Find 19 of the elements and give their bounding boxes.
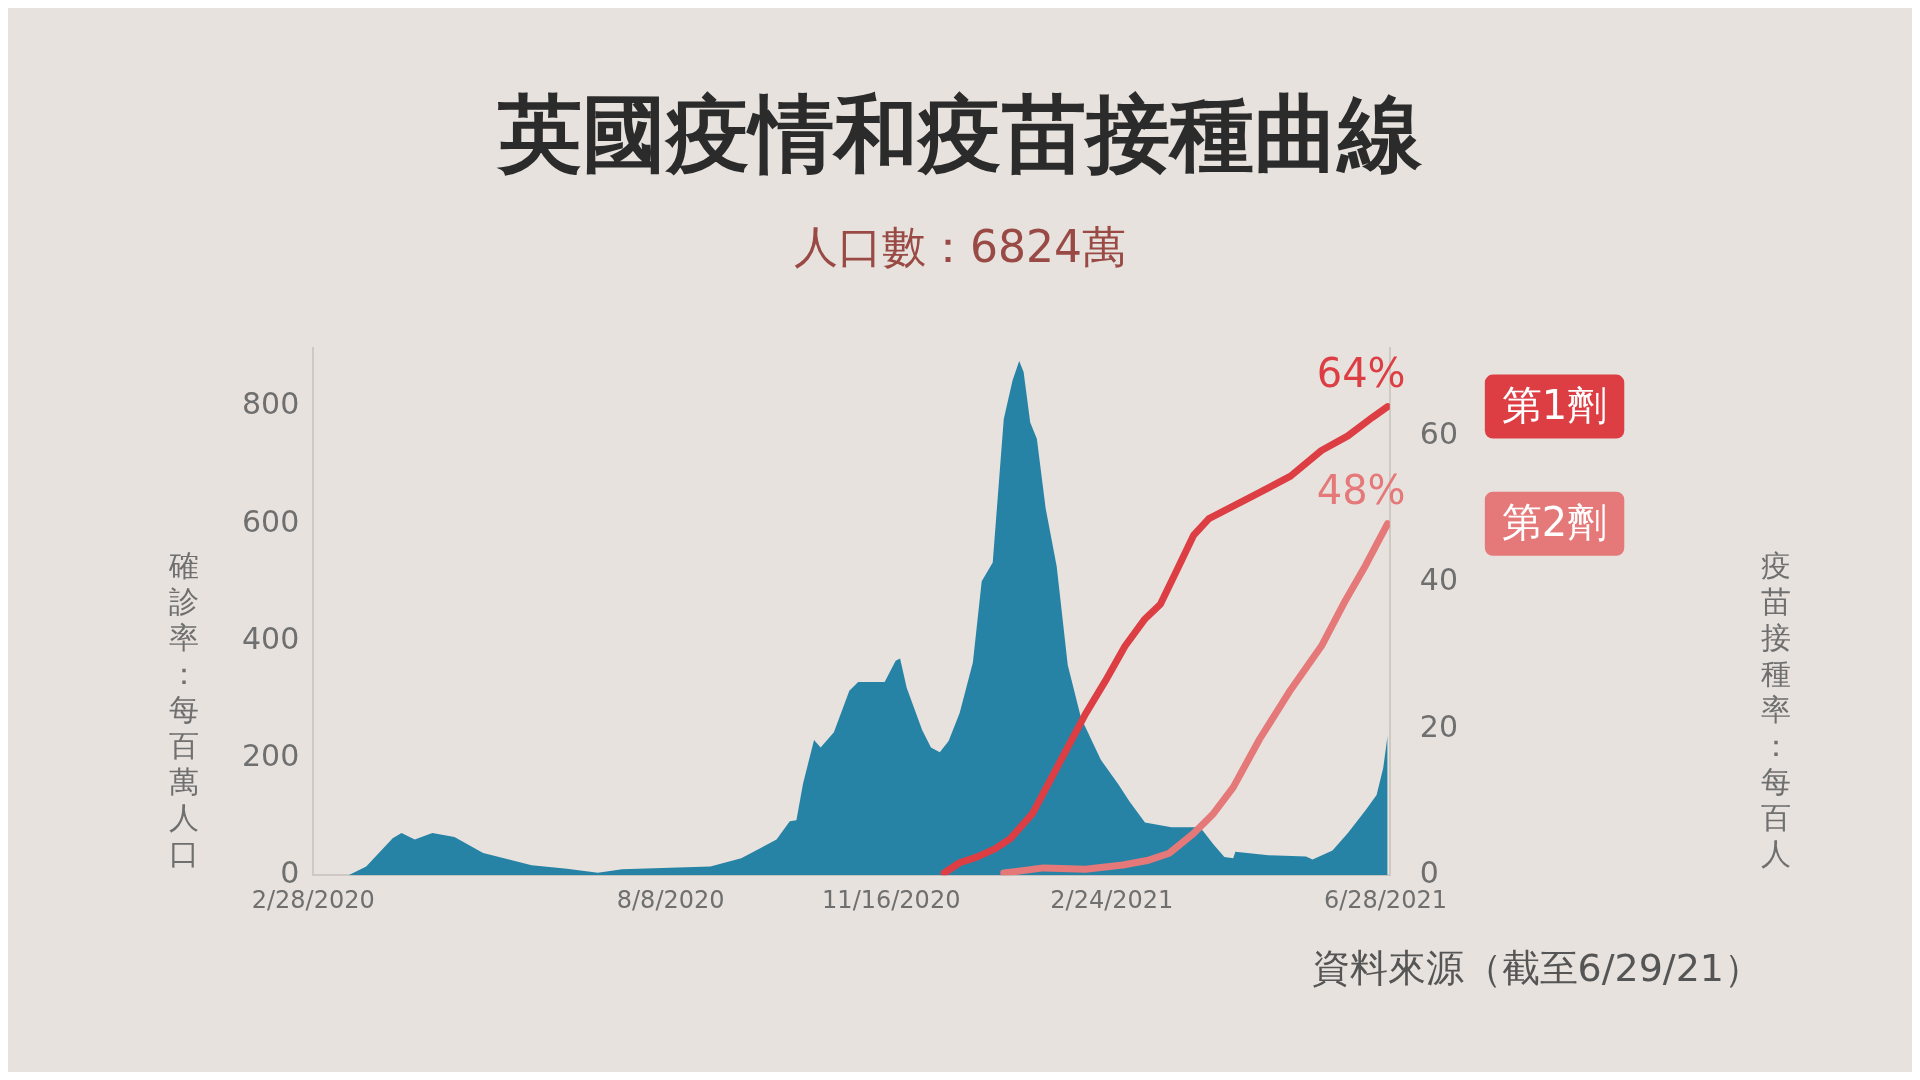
x-tick-label: 8/8/2020 [616,885,725,914]
y-tick-label: 800 [242,386,300,422]
data-label: 48% [1316,467,1406,514]
y2-tick-label: 20 [1419,708,1459,744]
text: 第1劑 [1501,381,1608,428]
y2-tick-label: 40 [1419,562,1459,598]
x-tick-label: 11/16/2020 [822,885,961,914]
chart-title: 英國疫情和疫苗接種曲線 [496,84,1423,185]
y-tick-label: 600 [242,503,300,539]
chart-subtitle: 人口數：6824萬 [793,220,1127,274]
text: 確診率：每百萬人口 [169,548,199,871]
y-tick-label: 400 [242,620,300,656]
data-label: 64% [1316,349,1406,396]
y-tick-label: 200 [242,737,300,773]
x-tick-label: 2/24/2021 [1050,885,1174,914]
text: 疫苗接種率：每百人 [1761,548,1791,871]
y2-tick-label: 60 [1419,415,1459,451]
source-note: 資料來源（截至6/29/21） [1311,945,1762,992]
text: 第2劑 [1501,499,1608,546]
